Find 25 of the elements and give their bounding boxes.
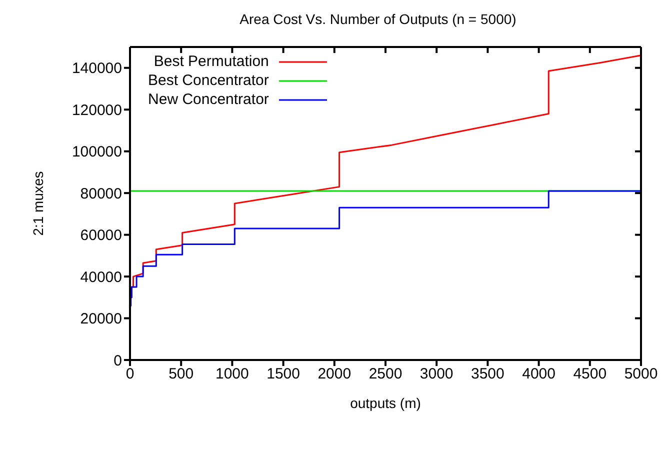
x-tick-label: 4500 — [573, 366, 607, 383]
y-tick-label: 140000 — [72, 60, 122, 78]
y-tick-label: 120000 — [72, 102, 122, 119]
y-tick-label: 60000 — [80, 227, 122, 244]
chart-title: Area Cost Vs. Number of Outputs (n = 5000) — [238, 10, 518, 29]
y-tick-label: 40000 — [80, 268, 122, 286]
y-axis-title: 2:1 muxes — [30, 171, 46, 236]
y-tick-label: 80000 — [80, 185, 122, 202]
x-tick-label: 4000 — [522, 366, 556, 383]
x-tick-label: 2500 — [368, 366, 402, 383]
x-tick-label: 500 — [168, 366, 194, 383]
y-tick-label: 100000 — [72, 144, 122, 161]
y-tick-label: 0 — [114, 352, 122, 370]
y-tick-label: 20000 — [80, 310, 122, 328]
x-tick-label: 3000 — [420, 366, 454, 383]
x-tick-label: 1000 — [216, 366, 249, 383]
legend-label: Best Concentrator — [148, 72, 269, 89]
x-tick-label: 2000 — [318, 366, 352, 383]
legend-label: New Concentrator — [148, 91, 269, 108]
x-axis-title: outputs (m) — [350, 395, 421, 411]
legend-label: Best Permutation — [154, 53, 269, 70]
x-tick-label: 5000 — [624, 366, 658, 383]
x-tick-label: 0 — [126, 366, 134, 383]
x-tick-label: 3500 — [471, 366, 504, 383]
x-tick-label: 1500 — [266, 366, 300, 383]
